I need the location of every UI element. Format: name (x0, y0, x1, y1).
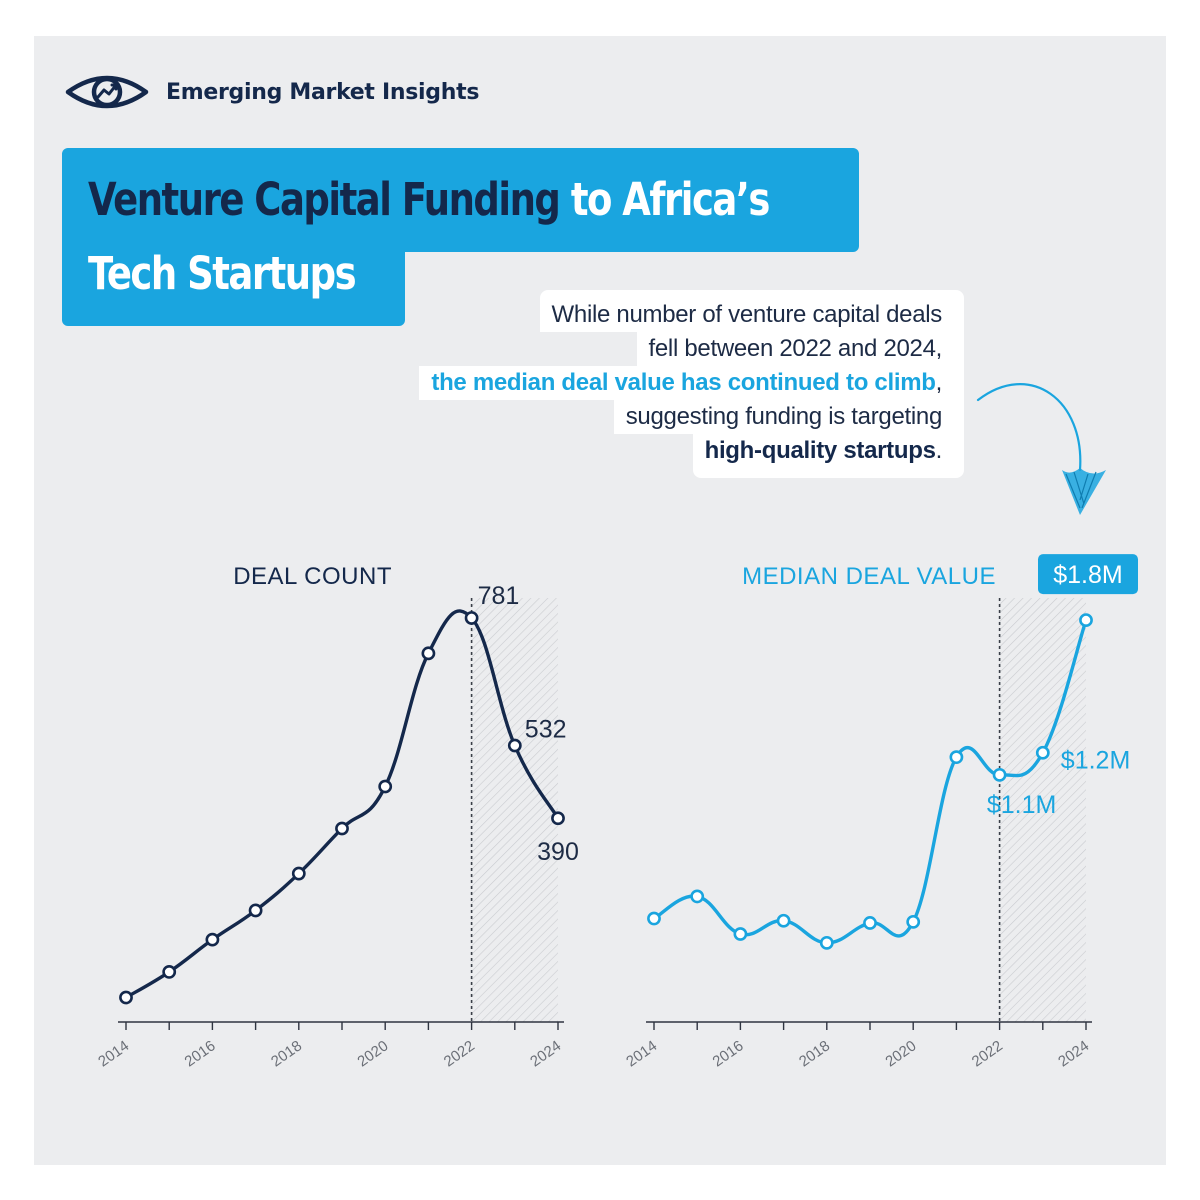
data-point (205, 932, 220, 947)
highlight-region (471, 598, 558, 1022)
data-point (863, 916, 877, 930)
x-tick-label: 2016 (710, 1037, 747, 1070)
data-label: $1.8M (1053, 561, 1122, 589)
data-point (464, 611, 479, 625)
median-deal-value-chart: MEDIAN DEAL VALUE 2014 2016 2018 2020 2022 202… (623, 554, 1138, 1070)
x-tick-label: 2024 (1055, 1037, 1092, 1070)
data-point (949, 750, 964, 765)
data-label: 781 (478, 582, 520, 610)
data-point (551, 811, 565, 826)
brand: Emerging Market Insights (64, 70, 479, 114)
note-text: While number of venture capital deals (551, 301, 943, 328)
x-tick-label: 2016 (182, 1037, 219, 1070)
x-tick-label: 2020 (882, 1037, 919, 1070)
data-point (291, 866, 306, 881)
data-point (248, 903, 263, 918)
note-text: suggesting funding is targeting (625, 403, 943, 430)
note-line: high-quality startups. (692, 434, 964, 478)
data-point (819, 935, 834, 950)
x-tick-label: 2022 (441, 1037, 478, 1070)
note-text: . (935, 437, 943, 464)
x-tick-label: 2018 (268, 1037, 305, 1070)
page-title-line1: Venture Capital Funding to Africa’s (88, 173, 771, 226)
data-point (1035, 745, 1050, 760)
title-background (62, 148, 859, 252)
data-point (507, 738, 522, 753)
note-accent-text: the median deal value has continued to c… (431, 369, 936, 396)
data-point (162, 965, 177, 979)
note-line: the median deal value has continued to c… (419, 366, 964, 400)
data-label: 532 (525, 716, 567, 744)
value-badge (1038, 554, 1138, 595)
page-title-line2: Tech Startups (88, 247, 357, 300)
x-tick-label: 2022 (969, 1037, 1006, 1070)
x-tick-label: 2014 (623, 1037, 660, 1070)
note-bold-text: high-quality startups (704, 437, 936, 464)
note-line: suggesting funding is targeting (613, 400, 964, 434)
data-point (335, 821, 349, 836)
data-label: $1.2M (1061, 747, 1130, 775)
title-background-line2 (62, 240, 405, 326)
x-tick-label: 2018 (796, 1037, 833, 1070)
data-point (906, 914, 921, 929)
data-point (690, 889, 705, 904)
data-label: 390 (537, 838, 579, 866)
title-rest: to Africa’s (570, 173, 771, 226)
data-point (378, 779, 393, 794)
deal-count-chart: DEAL COUNT 2014 2016 2018 2020 2022 2024 781 532… (95, 563, 579, 1070)
title-highlight: Venture Capital Funding (88, 173, 561, 226)
pointer-arrow-icon (976, 383, 1106, 515)
note-line: While number of venture capital deals (539, 290, 964, 332)
x-tick-label: 2020 (354, 1037, 391, 1070)
data-point (119, 990, 133, 1005)
data-point (992, 767, 1007, 782)
data-label: $1.1M (987, 791, 1056, 819)
note-text: , (935, 369, 943, 396)
callout-note: While number of venture capital deals fe… (419, 290, 964, 478)
note-line: fell between 2022 and 2024, (636, 332, 964, 366)
eye-trend-icon (65, 75, 149, 109)
note-text: fell between 2022 and 2024, (648, 335, 943, 362)
data-point (733, 927, 748, 941)
chart-title: MEDIAN DEAL VALUE (742, 563, 996, 590)
data-point (776, 913, 791, 928)
data-point (421, 646, 436, 661)
brand-name: Emerging Market Insights (166, 79, 480, 105)
x-tick-label: 2024 (527, 1037, 564, 1070)
chart-title: DEAL COUNT (233, 563, 392, 590)
x-tick-label: 2014 (95, 1037, 132, 1070)
data-point (647, 911, 661, 926)
data-point (1079, 613, 1093, 628)
